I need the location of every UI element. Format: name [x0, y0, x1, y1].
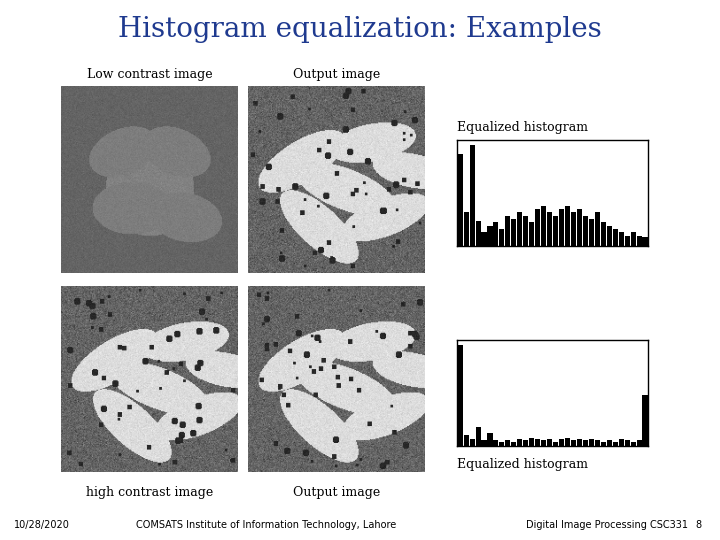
- Bar: [577, 209, 582, 246]
- Bar: [631, 442, 636, 446]
- Bar: [624, 235, 630, 246]
- Text: 10/28/2020: 10/28/2020: [14, 520, 71, 530]
- Bar: [469, 439, 474, 446]
- Bar: [589, 439, 594, 446]
- Bar: [589, 219, 594, 246]
- Text: 8: 8: [696, 520, 702, 530]
- Bar: [523, 215, 528, 246]
- Bar: [595, 441, 600, 446]
- Bar: [571, 441, 576, 446]
- Bar: [529, 222, 534, 246]
- Text: Digital Image Processing CSC331: Digital Image Processing CSC331: [526, 520, 688, 530]
- Bar: [493, 441, 498, 446]
- Bar: [511, 442, 516, 446]
- Bar: [571, 212, 576, 246]
- Bar: [458, 154, 463, 246]
- Text: Equalized histogram: Equalized histogram: [457, 458, 588, 471]
- Bar: [559, 439, 564, 446]
- Bar: [517, 439, 522, 446]
- Bar: [511, 219, 516, 246]
- Bar: [618, 439, 624, 446]
- Bar: [464, 435, 469, 445]
- Bar: [505, 441, 510, 446]
- Bar: [595, 212, 600, 246]
- Bar: [482, 232, 487, 246]
- Bar: [547, 439, 552, 446]
- Bar: [547, 212, 552, 246]
- Text: Low contrast image: Low contrast image: [86, 68, 212, 81]
- Bar: [613, 229, 618, 246]
- Text: Histogram equalization: Examples: Histogram equalization: Examples: [118, 16, 602, 43]
- Bar: [482, 441, 487, 446]
- Bar: [559, 209, 564, 246]
- Bar: [505, 215, 510, 246]
- Bar: [458, 345, 463, 446]
- Bar: [600, 222, 606, 246]
- Bar: [487, 433, 492, 446]
- Bar: [618, 232, 624, 246]
- Bar: [607, 441, 612, 446]
- Bar: [577, 439, 582, 446]
- Bar: [631, 232, 636, 246]
- Bar: [636, 441, 642, 446]
- Bar: [500, 229, 505, 246]
- Bar: [493, 222, 498, 246]
- Bar: [565, 438, 570, 446]
- Bar: [475, 221, 481, 246]
- Bar: [475, 427, 481, 446]
- Bar: [583, 215, 588, 246]
- Bar: [583, 441, 588, 446]
- Bar: [600, 442, 606, 446]
- Bar: [541, 206, 546, 246]
- Bar: [553, 215, 558, 246]
- Bar: [607, 226, 612, 246]
- Bar: [642, 395, 647, 445]
- Bar: [642, 238, 647, 246]
- Bar: [636, 235, 642, 246]
- Bar: [523, 441, 528, 446]
- Bar: [469, 145, 474, 246]
- Text: Output image: Output image: [293, 485, 380, 498]
- Bar: [487, 226, 492, 246]
- Bar: [565, 206, 570, 246]
- Bar: [529, 438, 534, 446]
- Bar: [553, 442, 558, 446]
- Text: COMSATS Institute of Information Technology, Lahore: COMSATS Institute of Information Technol…: [136, 520, 397, 530]
- Bar: [624, 441, 630, 446]
- Bar: [464, 212, 469, 246]
- Bar: [541, 441, 546, 446]
- Text: high contrast image: high contrast image: [86, 485, 213, 498]
- Text: Equalized histogram: Equalized histogram: [457, 121, 588, 134]
- Text: Output image: Output image: [293, 68, 380, 81]
- Bar: [535, 209, 540, 246]
- Bar: [517, 212, 522, 246]
- Bar: [613, 442, 618, 446]
- Bar: [535, 439, 540, 446]
- Bar: [500, 442, 505, 446]
